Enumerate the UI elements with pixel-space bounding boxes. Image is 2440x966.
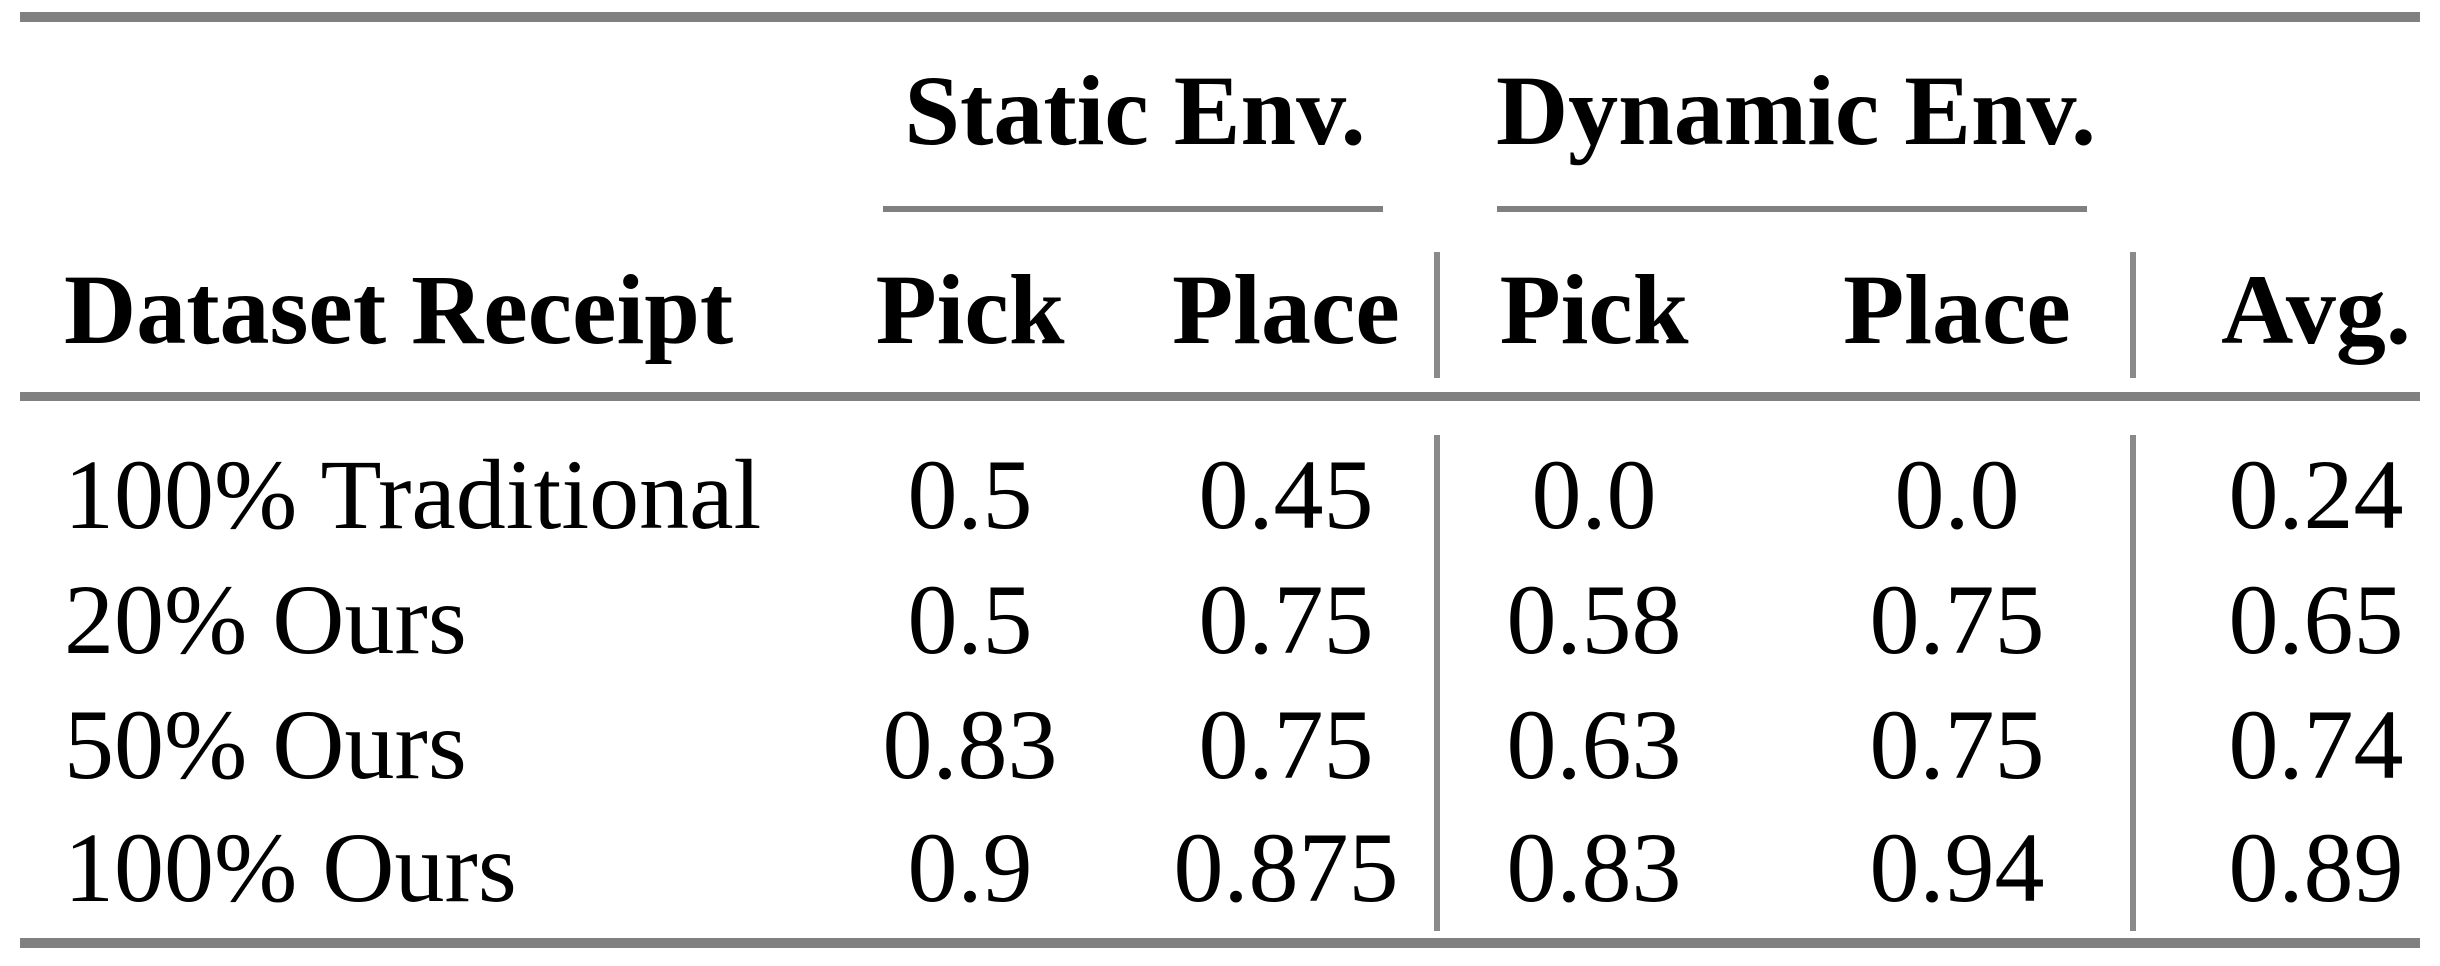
table-cell: 0.45 [1198, 439, 1374, 550]
table-cell: 0.75 [1198, 564, 1374, 675]
row-label: 100% Ours [64, 812, 517, 923]
table-cell: 0.9 [907, 812, 1033, 923]
column-header-static-pick: Pick [875, 254, 1065, 365]
table-cell: 0.65 [2228, 564, 2404, 675]
table-cell: 0.75 [1198, 689, 1374, 800]
dynamic-env-underline [1497, 206, 2087, 212]
table-cell: 0.5 [907, 564, 1033, 675]
column-header-dynamic-place: Place [1843, 254, 2071, 365]
table-cell: 0.0 [1531, 439, 1657, 550]
bottom-rule [20, 938, 2420, 948]
row-label: 20% Ours [64, 564, 467, 675]
table-cell: 0.63 [1506, 689, 1682, 800]
table-cell: 0.83 [882, 689, 1058, 800]
column-header-static-place: Place [1172, 254, 1400, 365]
table-cell: 0.75 [1869, 564, 2045, 675]
group-header-dynamic-env: Dynamic Env. [1495, 55, 2097, 166]
header-rule [20, 392, 2420, 401]
table-cell: 0.24 [2228, 439, 2404, 550]
table-cell: 0.58 [1506, 564, 1682, 675]
column-separator-static-dynamic-body [1434, 435, 1440, 931]
table-cell: 0.875 [1173, 812, 1399, 923]
column-header-dataset-receipt: Dataset Receipt [64, 254, 734, 365]
table-cell: 0.89 [2228, 812, 2404, 923]
column-separator-avg-header [2130, 252, 2136, 378]
table-cell: 0.94 [1869, 812, 2045, 923]
table-cell: 0.0 [1894, 439, 2020, 550]
static-env-underline [883, 206, 1383, 212]
row-label: 100% Traditional [64, 439, 762, 550]
table-cell: 0.5 [907, 439, 1033, 550]
group-header-static-env: Static Env. [904, 55, 1366, 166]
table-cell: 0.75 [1869, 689, 2045, 800]
table-cell: 0.83 [1506, 812, 1682, 923]
top-rule [20, 12, 2420, 22]
column-separator-avg-body [2130, 435, 2136, 931]
table-cell: 0.74 [2228, 689, 2404, 800]
row-label: 50% Ours [64, 689, 467, 800]
column-header-avg: Avg. [2221, 254, 2411, 365]
column-header-dynamic-pick: Pick [1499, 254, 1689, 365]
column-separator-static-dynamic-header [1434, 252, 1440, 378]
